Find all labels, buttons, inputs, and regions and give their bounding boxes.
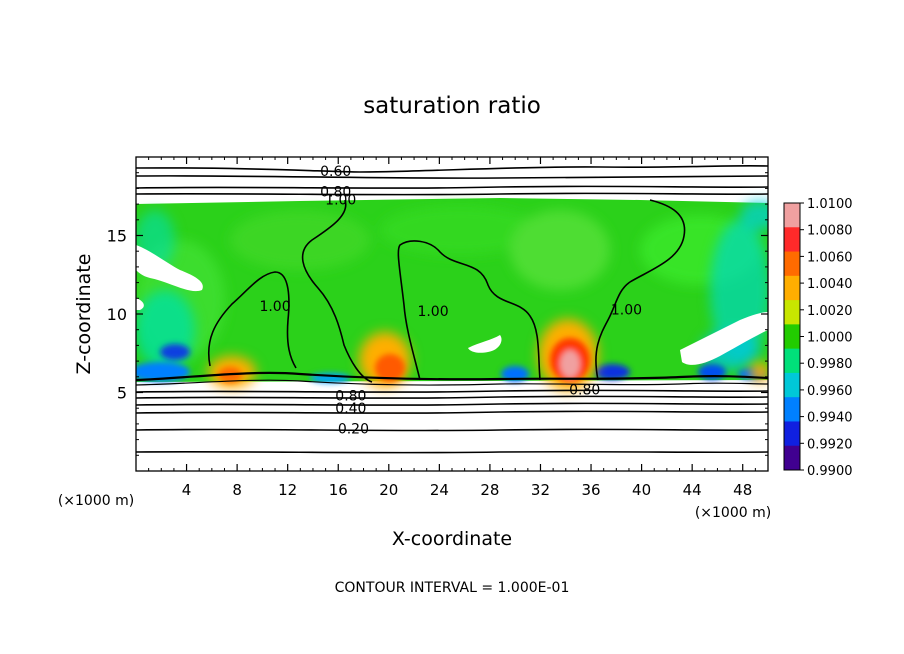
colorbar: 1.0100 1.0080 1.0060 1.0040 1.0020 1.0000 0.99… (783, 197, 853, 479)
colorbar-label: 1.0020 (807, 304, 853, 319)
x-tick-label: 36 (581, 481, 600, 499)
colorbar-segment (784, 227, 800, 253)
colorbar-segment (784, 397, 800, 422)
x-tick-label: 48 (733, 481, 752, 499)
x-tick-label: 8 (232, 481, 242, 499)
colorbar-label: 1.0100 (807, 197, 853, 212)
colorbar-segment (784, 300, 800, 325)
colorbar-segment (784, 203, 800, 228)
y-axis-label: Z-coordinate (73, 254, 95, 375)
colorbar-label: 0.9960 (807, 384, 853, 399)
colorbar-segment (784, 324, 800, 350)
x-tick-label: 32 (531, 481, 550, 499)
x-unit-left: (×1000 m) (58, 493, 134, 509)
colorbar-label: 0.9940 (807, 411, 853, 426)
x-tick-label: 44 (683, 481, 702, 499)
x-tick-label: 24 (430, 481, 449, 499)
contour-label: 0.80 (320, 185, 351, 201)
saturation-field: 0.600.801.001.00 1.00 1.000.800.400.200.80 (136, 157, 768, 471)
contour-label: 1.00 (259, 299, 290, 315)
x-tick-label: 20 (379, 481, 398, 499)
contour-label: 1.00 (611, 302, 642, 318)
y-tick-label: 5 (117, 384, 127, 403)
contour-label: 0.60 (320, 164, 351, 180)
x-axis-label: X-coordinate (392, 528, 512, 550)
colorbar-segment (784, 348, 800, 374)
y-tick-label: 15 (107, 227, 127, 246)
chart-title: saturation ratio (363, 93, 541, 119)
colorbar-segment (784, 445, 800, 471)
colorbar-segment (784, 421, 800, 447)
contour-label: 1.00 (417, 304, 448, 320)
colorbar-label: 0.9900 (807, 464, 853, 479)
x-tick-label: 12 (278, 481, 297, 499)
x-unit-right: (×1000 m) (695, 505, 771, 521)
contour-label: 0.80 (569, 382, 600, 398)
y-tick-label: 10 (107, 305, 127, 324)
colorbar-label: 1.0080 (807, 224, 853, 239)
x-tick-label: 16 (329, 481, 348, 499)
x-tick-label: 40 (632, 481, 651, 499)
colorbar-label: 1.0000 (807, 331, 853, 346)
x-tick-label: 28 (480, 481, 499, 499)
colorbar-label: 0.9920 (807, 437, 853, 452)
contour-interval-footer: CONTOUR INTERVAL = 1.000E-01 (335, 580, 570, 596)
contour-label: 0.80 (335, 389, 366, 405)
contour-label: 0.40 (335, 401, 366, 417)
x-tick-label: 4 (182, 481, 192, 499)
colorbar-segment (784, 372, 800, 398)
colorbar-label: 0.9980 (807, 357, 853, 372)
colorbar-label: 1.0060 (807, 250, 853, 265)
colorbar-label: 1.0040 (807, 277, 853, 292)
contour-label: 0.20 (338, 422, 369, 438)
contour-label: 1.00 (325, 192, 356, 208)
colorbar-segment (784, 275, 800, 301)
colorbar-segment (784, 251, 800, 277)
